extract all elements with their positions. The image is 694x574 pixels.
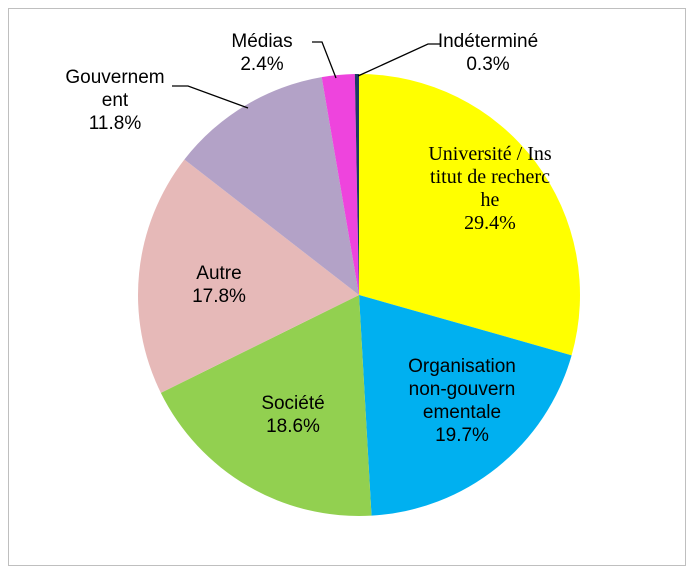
pie-slice (359, 74, 580, 356)
category-label: Organisation non-gouvernementale (408, 356, 516, 423)
category-label: Médias (231, 31, 293, 52)
slice-label: Société 18.6% (240, 392, 346, 438)
slice-label: Université / Institut de recherche 29.4% (428, 143, 552, 235)
value-label: 11.8% (88, 113, 142, 134)
pie-slice (138, 159, 359, 393)
leader-line (172, 85, 249, 109)
pie-slice (160, 295, 372, 516)
value-label: 18.6% (266, 416, 320, 437)
category-label: Autre (196, 263, 242, 284)
value-label: 17.8% (192, 286, 246, 307)
slice-label: Indéterminé 0.3% (436, 30, 540, 76)
pie-slice (354, 74, 359, 295)
value-label: 29.4% (464, 212, 516, 234)
slice-label: Gouvernement 11.8% (62, 66, 168, 135)
pie-slice (359, 295, 572, 516)
slice-label: Organisation non-gouvernementale 19.7% (404, 355, 520, 447)
category-label: Indéterminé (437, 31, 539, 52)
pie-slice (321, 74, 359, 295)
category-label: Gouvernement (65, 67, 165, 111)
pie-slice (184, 77, 359, 295)
category-label: Université / Institut de recherche (428, 143, 552, 211)
leader-line (312, 41, 337, 79)
value-label: 19.7% (435, 425, 489, 446)
category-label: Société (261, 393, 325, 414)
slice-label: Médias 2.4% (210, 30, 314, 76)
value-label: 2.4% (240, 54, 284, 75)
leader-line (357, 43, 440, 77)
pie (138, 74, 580, 516)
value-label: 0.3% (466, 54, 510, 75)
slice-label: Autre 17.8% (166, 262, 272, 308)
